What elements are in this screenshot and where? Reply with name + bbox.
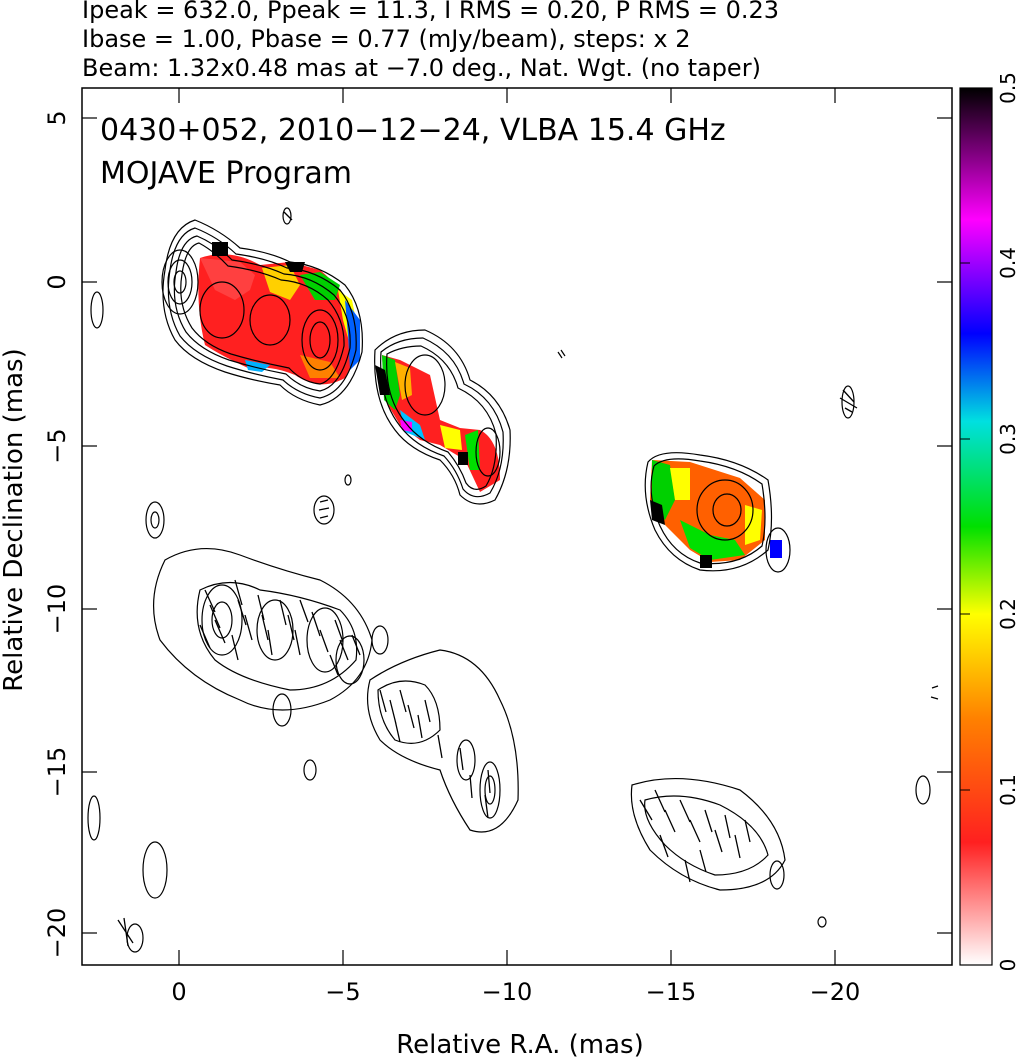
polarization-vectors bbox=[117, 211, 858, 947]
plot-frame bbox=[81, 87, 953, 966]
header-line-2: Ibase = 1.00, Pbase = 0.77 (mJy/beam), s… bbox=[82, 25, 691, 53]
colorbar-tick-0: 0.5 bbox=[996, 72, 1020, 104]
y-tick-0: 5 bbox=[43, 110, 71, 125]
colorbar-tick-2: 0.3 bbox=[996, 423, 1020, 455]
y-tick-4: −15 bbox=[43, 747, 71, 798]
map-content bbox=[87, 207, 939, 953]
x-tick-2: −10 bbox=[482, 978, 533, 1006]
colorbar-tick-4: 0.1 bbox=[996, 774, 1020, 806]
y-axis-label: Relative Declination (mas) bbox=[0, 348, 29, 691]
colorbar-tick-3: 0.2 bbox=[996, 598, 1020, 630]
colorbar bbox=[959, 87, 993, 966]
x-axis-label: Relative R.A. (mas) bbox=[396, 1030, 643, 1060]
y-tick-5: −20 bbox=[43, 908, 71, 959]
intensity-contours bbox=[87, 207, 939, 953]
colorbar-tick-1: 0.4 bbox=[996, 247, 1020, 279]
colorbar-tick-5: 0 bbox=[996, 959, 1020, 972]
x-tick-1: −5 bbox=[325, 978, 360, 1006]
y-tick-1: 0 bbox=[43, 274, 71, 289]
header-line-1: Ipeak = 632.0, Ppeak = 11.3, I RMS = 0.2… bbox=[82, 0, 779, 24]
plot-title-line-2: MOJAVE Program bbox=[100, 156, 352, 191]
x-tick-3: −15 bbox=[646, 978, 697, 1006]
plot-title-line-1: 0430+052, 2010−12−24, VLBA 15.4 GHz bbox=[100, 113, 726, 148]
x-tick-4: −20 bbox=[810, 978, 861, 1006]
x-tick-0: 0 bbox=[171, 978, 186, 1006]
header-line-3: Beam: 1.32x0.48 mas at −7.0 deg., Nat. W… bbox=[82, 54, 761, 82]
y-tick-3: −10 bbox=[43, 584, 71, 635]
colorbar-ticks bbox=[960, 87, 970, 966]
y-tick-2: −5 bbox=[43, 428, 71, 463]
axis-tick-marks bbox=[82, 88, 952, 965]
